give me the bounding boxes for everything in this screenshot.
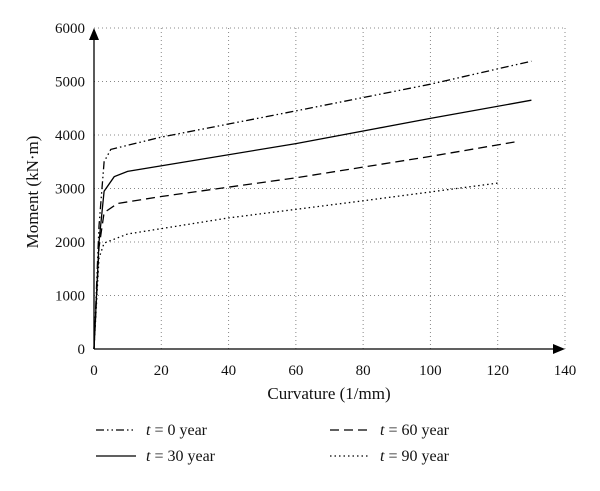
y-tick-label-5: 5000 bbox=[55, 75, 85, 91]
x-tick-label-4: 80 bbox=[356, 363, 371, 379]
y-tick-label-1: 1000 bbox=[55, 289, 85, 305]
grid bbox=[94, 27, 566, 349]
axes bbox=[89, 28, 565, 354]
legend-label-3: t = 90 year bbox=[380, 448, 450, 465]
y-tick-label-3: 3000 bbox=[55, 182, 85, 198]
x-tick-label-0: 0 bbox=[90, 363, 98, 379]
y-axis-label: Moment (kN·m) bbox=[23, 136, 42, 249]
y-tick-label-0: 0 bbox=[78, 342, 86, 358]
series-line-1 bbox=[93, 99, 532, 350]
x-axis-label: Curvature (1/mm) bbox=[267, 384, 390, 403]
y-tick-label-6: 6000 bbox=[55, 21, 85, 37]
y-axis-arrow-icon bbox=[89, 28, 99, 40]
x-tick-label-1: 20 bbox=[154, 363, 169, 379]
series-line-3 bbox=[93, 182, 498, 350]
legend-label-0: t = 0 year bbox=[146, 422, 208, 439]
legend-label-1: t = 30 year bbox=[146, 448, 216, 465]
legend: t = 0 year t = 30 year t = 60 year t = 90 y… bbox=[96, 422, 450, 465]
x-tick-label-7: 140 bbox=[554, 363, 577, 379]
legend-label-2: t = 60 year bbox=[380, 422, 450, 439]
y-tick-label-4: 4000 bbox=[55, 128, 85, 144]
x-axis-arrow-icon bbox=[553, 344, 565, 354]
series-line-0 bbox=[93, 60, 532, 350]
x-tick-label-2: 40 bbox=[221, 363, 236, 379]
x-tick-label-5: 100 bbox=[419, 363, 442, 379]
tick-labels: 0 20 40 60 80 100 120 140 0 1000 2000 3000 4000 5000 6… bbox=[55, 21, 576, 379]
x-tick-label-3: 60 bbox=[288, 363, 303, 379]
series-group bbox=[93, 60, 532, 350]
series-line-2 bbox=[93, 141, 515, 350]
y-tick-label-2: 2000 bbox=[55, 235, 85, 251]
x-tick-label-6: 120 bbox=[486, 363, 509, 379]
